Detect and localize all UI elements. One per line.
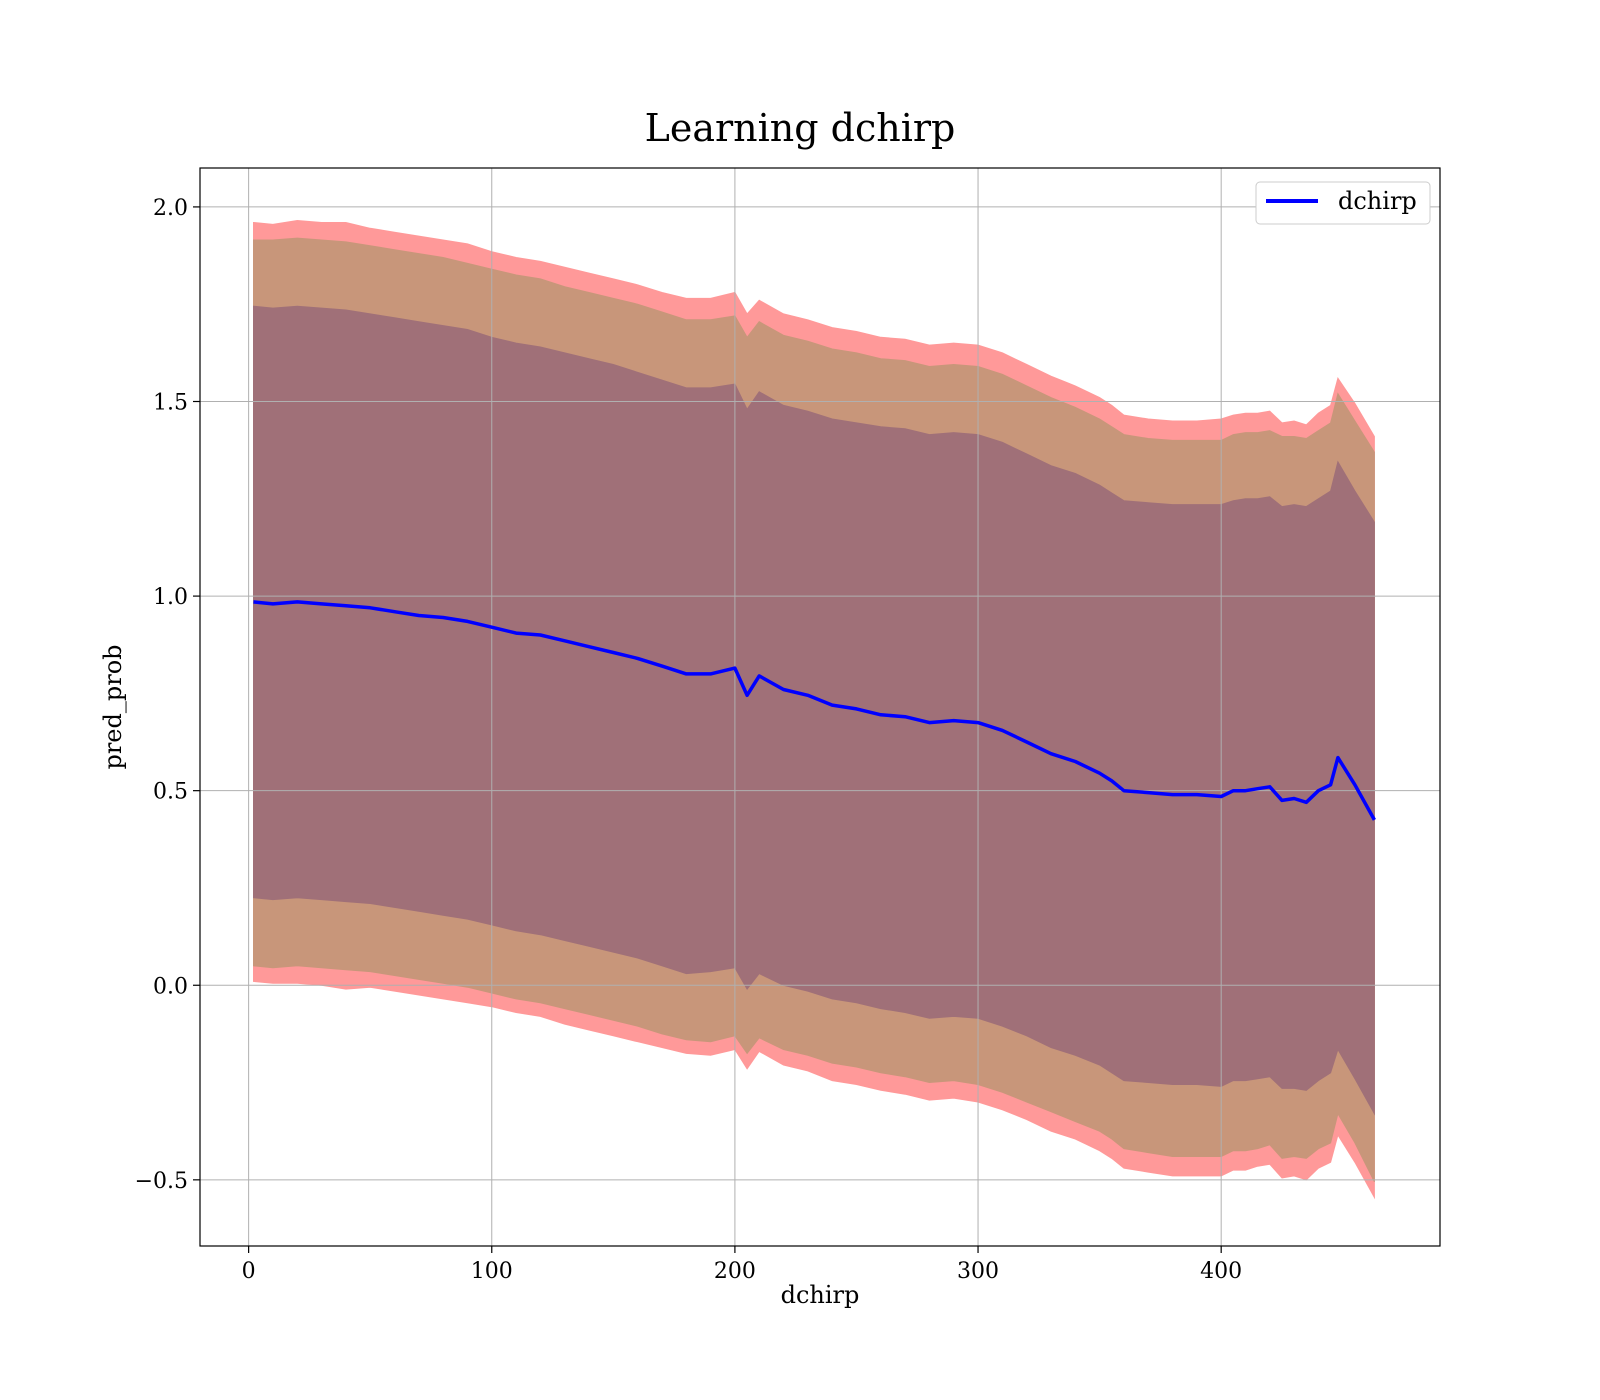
legend-box — [1255, 181, 1431, 225]
y-tick-label: 1.5 — [153, 391, 188, 416]
legend: dchirp — [1255, 181, 1431, 225]
series-layer — [253, 600, 1376, 821]
chart-title: Learning dchirp — [645, 106, 956, 150]
band-1sigma — [253, 305, 1375, 1116]
y-axis: −0.5 0.0 0.5 1.0 1.5 2.0 — [135, 196, 200, 1194]
plot-frame — [199, 167, 1441, 1247]
x-tick-label: 300 — [957, 1259, 999, 1284]
y-tick-label: 1.0 — [153, 585, 188, 610]
x-tick-label: 0 — [242, 1259, 256, 1284]
x-axis-label: dchirp — [781, 1281, 860, 1309]
y-axis-label: pred_prob — [99, 644, 127, 769]
x-tick-label: 100 — [471, 1259, 513, 1284]
series-line-dchirp — [253, 600, 1376, 821]
confidence-bands — [253, 219, 1375, 1200]
y-tick-label: 0.5 — [153, 780, 188, 805]
legend-label-dchirp: dchirp — [1338, 187, 1417, 215]
y-tick-label: −0.5 — [135, 1169, 188, 1194]
x-tick-label: 200 — [714, 1259, 756, 1284]
y-tick-label: 2.0 — [153, 196, 188, 221]
plot-area — [199, 167, 1441, 1247]
x-axis: 0 100 200 300 400 — [242, 1246, 1242, 1284]
x-tick-label: 400 — [1200, 1259, 1242, 1284]
y-tick-label: 0.0 — [153, 974, 188, 999]
